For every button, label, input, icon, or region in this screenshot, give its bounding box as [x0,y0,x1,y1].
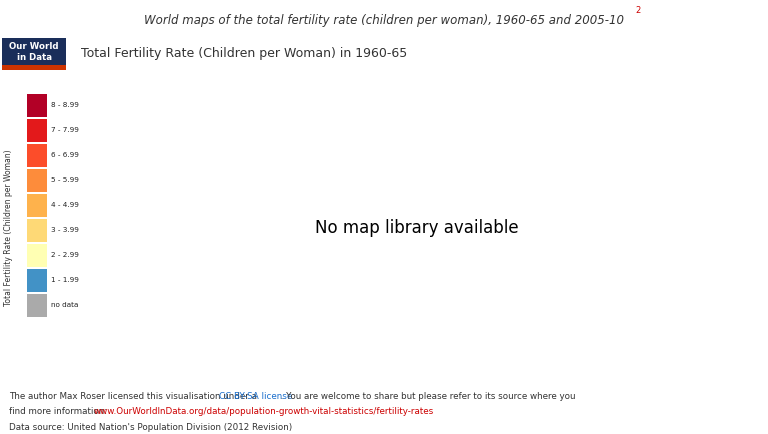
Text: 8 - 8.99: 8 - 8.99 [51,102,79,108]
Text: no data: no data [51,302,78,308]
Bar [2,38,66,70]
Bar [28,269,47,292]
Bar [28,119,47,141]
Text: 3 - 3.99: 3 - 3.99 [51,227,79,233]
Bar [28,219,47,242]
Text: www.OurWorldInData.org/data/population-growth-vital-statistics/fertility-rates: www.OurWorldInData.org/data/population-g… [94,407,434,416]
Bar [28,194,47,217]
Text: Data source: United Nation's Population Division (2012 Revision): Data source: United Nation's Population … [9,423,293,431]
Bar [28,294,47,316]
Bar [28,244,47,266]
Text: 5 - 5.99: 5 - 5.99 [51,178,79,183]
Text: 1 - 1.99: 1 - 1.99 [51,277,79,283]
Text: 6 - 6.99: 6 - 6.99 [51,152,79,158]
Text: find more information:: find more information: [9,407,110,416]
Text: 7 - 7.99: 7 - 7.99 [51,127,79,133]
Text: Total Fertility Rate (Children per Woman) in 1960-65: Total Fertility Rate (Children per Woman… [81,47,407,60]
Text: 2: 2 [635,6,641,15]
Bar [28,94,47,117]
Text: CC BY-SA license: CC BY-SA license [220,391,293,401]
Text: Total Fertility Rate (Children per Woman): Total Fertility Rate (Children per Woman… [4,150,13,306]
Bar [2,65,66,70]
Text: 4 - 4.99: 4 - 4.99 [51,202,79,208]
Text: 2 - 2.99: 2 - 2.99 [51,252,79,258]
Text: World maps of the total fertility rate (children per woman), 1960-65 and 2005-10: World maps of the total fertility rate (… [144,14,624,27]
Text: Our World
in Data: Our World in Data [9,42,59,62]
Text: . You are welcome to share but please refer to its source where you: . You are welcome to share but please re… [278,391,576,401]
Bar [28,169,47,191]
Bar [28,144,47,167]
Text: The author Max Roser licensed this visualisation under a: The author Max Roser licensed this visua… [9,391,260,401]
Text: No map library available: No map library available [315,219,518,237]
